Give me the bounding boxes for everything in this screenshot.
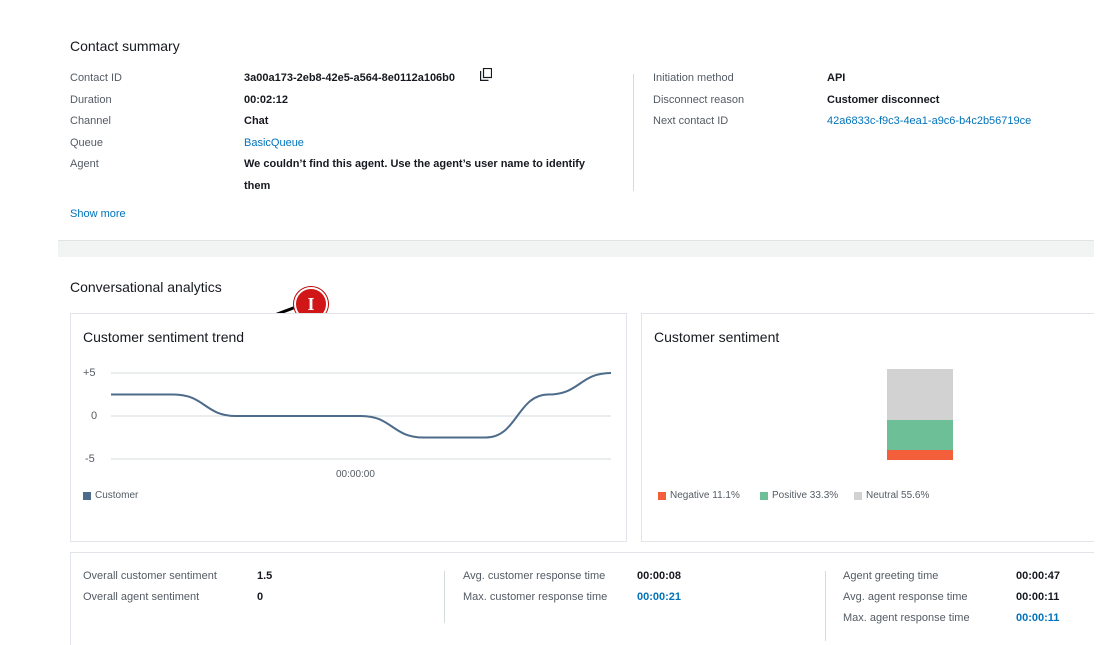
positive-legend-label: Positive 33.3% <box>772 490 839 501</box>
positive-segment <box>887 419 953 450</box>
section-separator <box>58 240 1094 257</box>
x-tick-time: 00:00:00 <box>336 469 375 480</box>
channel-value: Chat <box>244 115 269 127</box>
overall-agent-sentiment-label: Overall agent sentiment <box>83 591 200 603</box>
contact-id-label: Contact ID <box>70 72 122 84</box>
avg-agent-response-label: Avg. agent response time <box>843 591 968 603</box>
avg-agent-response-value: 00:00:11 <box>1016 591 1060 603</box>
duration-label: Duration <box>70 94 112 106</box>
agent-label: Agent <box>70 158 99 170</box>
customer-legend-label: Customer <box>95 490 139 501</box>
max-agent-response-label: Max. agent response time <box>843 612 970 624</box>
show-more-link[interactable]: Show more <box>70 208 126 220</box>
contact-summary-title: Contact summary <box>70 38 180 54</box>
sentiment-stacked-bar <box>887 369 953 460</box>
max-agent-response-link[interactable]: 00:00:11 <box>1016 612 1060 624</box>
next-contact-id-link[interactable]: 42a6833c-f9c3-4ea1-a9c6-b4c2b56719ce <box>827 115 1032 127</box>
avg-customer-response-label: Avg. customer response time <box>463 570 606 582</box>
y-tick-zero: 0 <box>91 410 98 422</box>
summary-divider <box>633 74 634 191</box>
negative-legend-label: Negative 11.1% <box>670 490 740 501</box>
negative-legend-swatch <box>658 492 666 500</box>
queue-link[interactable]: BasicQueue <box>244 137 304 149</box>
sentiment-trend-panel: Customer sentiment trend +5 0 -5 00:00:0… <box>70 313 627 542</box>
max-customer-response-label: Max. customer response time <box>463 591 608 603</box>
y-tick-minus5: -5 <box>85 453 95 465</box>
customer-sentiment-title: Customer sentiment <box>654 329 780 345</box>
neutral-legend-swatch <box>854 492 862 500</box>
customer-sentiment-panel: Customer sentiment Negative 11.1% Positi… <box>641 313 1094 542</box>
agent-value: We couldn’t find this agent. Use the age… <box>244 158 586 170</box>
stats-divider-2 <box>825 571 826 641</box>
stats-divider-1 <box>444 571 445 623</box>
initiation-method-label: Initiation method <box>653 72 734 84</box>
overall-agent-sentiment-value: 0 <box>257 591 264 603</box>
sentiment-trend-title: Customer sentiment trend <box>83 329 245 345</box>
initiation-method-value: API <box>827 72 846 84</box>
agent-value-line2: them <box>244 180 271 192</box>
contact-summary-section: Contact summary Contact ID 3a00a173-2eb8… <box>0 0 1114 240</box>
max-customer-response-link[interactable]: 00:00:21 <box>637 591 682 603</box>
conversational-analytics-title: Conversational analytics <box>70 279 222 295</box>
negative-segment <box>887 449 953 460</box>
neutral-legend-label: Neutral 55.6% <box>866 490 930 501</box>
copy-icon[interactable] <box>480 68 492 81</box>
customer-sentiment-series-line <box>111 372 611 439</box>
sentiment-stats-panel <box>70 552 1094 645</box>
sentiment-trend-chart <box>111 372 611 460</box>
agent-greeting-time-label: Agent greeting time <box>843 570 939 582</box>
agent-greeting-time-value: 00:00:47 <box>1016 570 1061 582</box>
channel-label: Channel <box>70 115 111 127</box>
next-contact-id-label: Next contact ID <box>653 115 729 127</box>
disconnect-reason-value: Customer disconnect <box>827 94 940 106</box>
contact-id-value: 3a00a173-2eb8-42e5-a564-8e0112a106b0 <box>244 72 456 84</box>
overall-customer-sentiment-value: 1.5 <box>257 570 273 582</box>
y-tick-plus5: +5 <box>83 367 96 379</box>
queue-label: Queue <box>70 137 104 149</box>
duration-value: 00:02:12 <box>244 94 289 106</box>
neutral-segment <box>887 369 953 420</box>
disconnect-reason-label: Disconnect reason <box>653 94 745 106</box>
customer-legend-swatch <box>83 492 91 500</box>
avg-customer-response-value: 00:00:08 <box>637 570 682 582</box>
positive-legend-swatch <box>760 492 768 500</box>
overall-customer-sentiment-label: Overall customer sentiment <box>83 570 217 582</box>
